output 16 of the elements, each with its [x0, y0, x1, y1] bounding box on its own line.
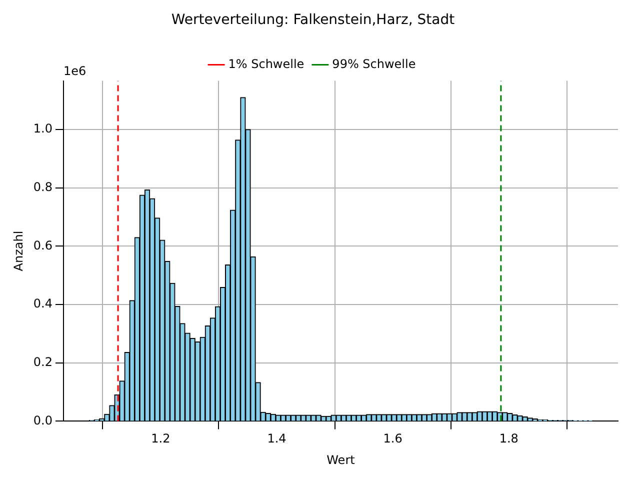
x-tick-label: 1.6: [383, 432, 402, 446]
chart-title: Werteverteilung: Falkenstein,Harz, Stadt: [171, 12, 456, 28]
y-tick-label: 0.2: [33, 354, 52, 369]
x-tick-label: 1.8: [499, 432, 518, 446]
x-tick-label: 1.4: [267, 432, 286, 446]
legend-label: 1% Schwelle: [228, 56, 304, 71]
text: 1e6: [63, 64, 86, 78]
legend-label: 99% Schwelle: [332, 56, 416, 71]
y-tick-label: 1.0: [33, 122, 52, 136]
x-tick-label: 1.2: [151, 432, 170, 446]
y-tick-label: 0.6: [33, 238, 52, 252]
x-axis-title: Wert: [326, 452, 356, 467]
y-tick-label: 0.4: [33, 296, 52, 311]
y-tick-label: 0.0: [33, 413, 52, 428]
y-axis-title: Anzahl: [11, 230, 26, 272]
y-tick-label: 0.8: [33, 180, 52, 194]
